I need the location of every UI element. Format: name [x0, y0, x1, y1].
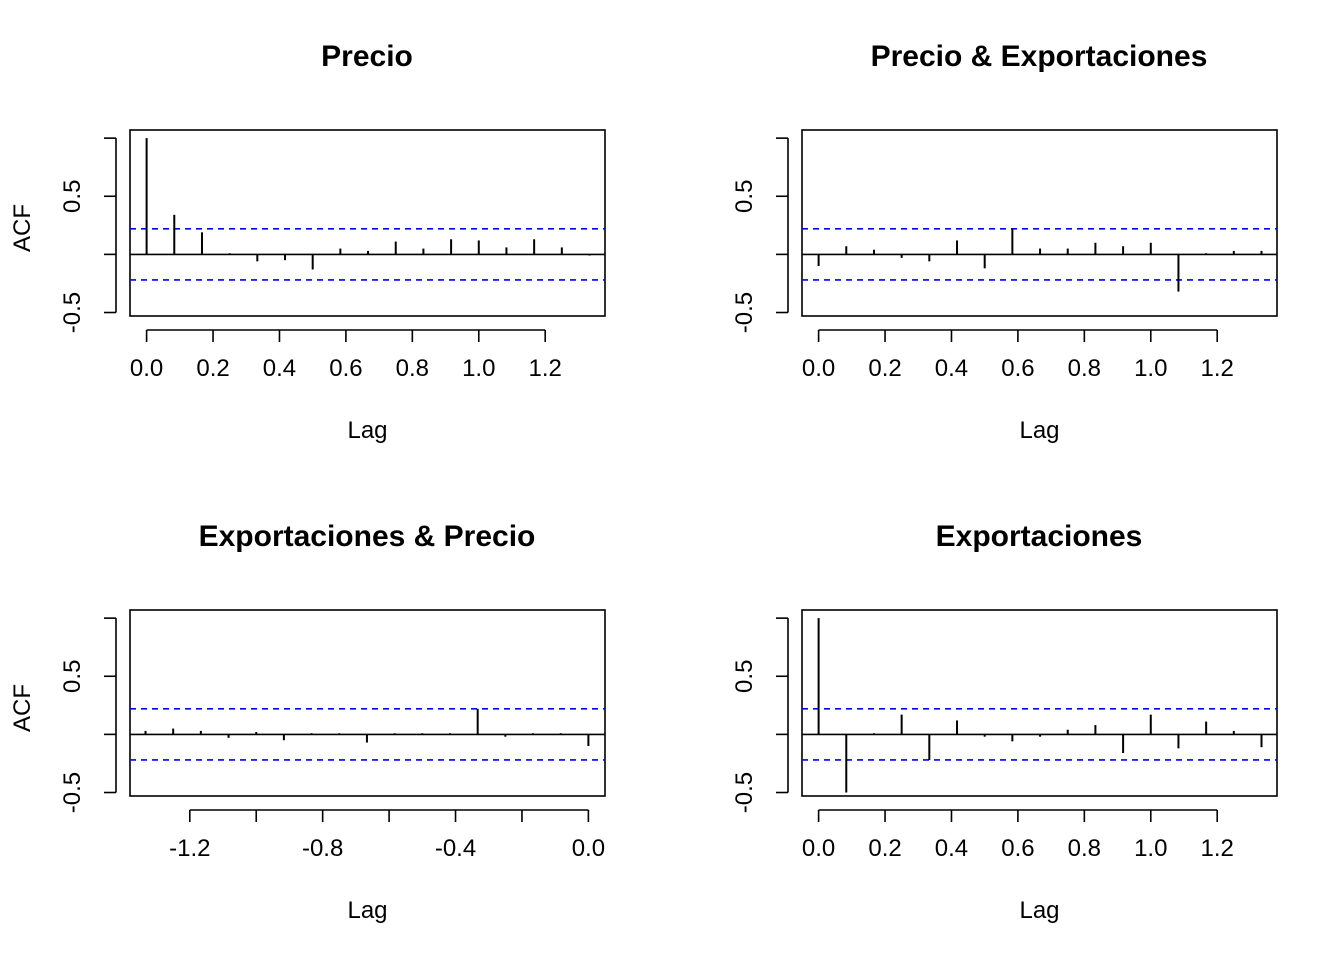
x-tick-label: 0.6 — [329, 355, 362, 382]
x-tick-label: 0.0 — [130, 355, 163, 382]
x-tick-label: 0.0 — [572, 835, 605, 862]
x-tick-label: 1.0 — [462, 355, 495, 382]
plot-frame — [129, 609, 606, 797]
x-tick-label: 0.4 — [935, 835, 968, 862]
x-axis-label: Lag — [1019, 417, 1059, 444]
x-tick-label: 0.2 — [868, 835, 901, 862]
panel-title: Exportaciones & Precio — [199, 520, 536, 553]
x-tick-label: 0.0 — [802, 835, 835, 862]
x-tick-label: 0.8 — [1068, 355, 1101, 382]
y-tick-label: -0.5 — [59, 292, 86, 333]
y-tick-label: 0.5 — [731, 660, 758, 693]
x-tick-label: 0.6 — [1001, 835, 1034, 862]
y-axis-label: ACF — [9, 684, 36, 732]
panel-title: Precio — [321, 40, 413, 73]
x-axis-label: Lag — [1019, 897, 1059, 924]
plot-frame — [801, 609, 1278, 797]
y-tick-label: 0.5 — [59, 180, 86, 213]
x-tick-label: 1.0 — [1134, 835, 1167, 862]
y-tick-label: 0.5 — [731, 180, 758, 213]
x-tick-label: 1.2 — [529, 355, 562, 382]
acf-panel-1: Precio -0.5 0.5 0.0 0.2 0.4 0.6 0.8 1.0 1.2 Lag ACF — [9, 40, 606, 444]
panel-title: Precio & Exportaciones — [871, 40, 1208, 73]
y-axis-label: ACF — [9, 204, 36, 252]
x-tick-label: 0.8 — [1068, 835, 1101, 862]
y-tick-label: 0.5 — [59, 660, 86, 693]
y-tick-label: -0.5 — [731, 292, 758, 333]
x-tick-label: 0.0 — [802, 355, 835, 382]
x-tick-label: 1.0 — [1134, 355, 1167, 382]
y-tick-label: -0.5 — [731, 772, 758, 813]
x-axis-label: Lag — [347, 897, 387, 924]
x-tick-label: 0.2 — [868, 355, 901, 382]
x-tick-label: 0.6 — [1001, 355, 1034, 382]
x-tick-label: 1.2 — [1201, 835, 1234, 862]
x-tick-label: 0.2 — [196, 355, 229, 382]
x-tick-label: 1.2 — [1201, 355, 1234, 382]
x-tick-label: 0.8 — [396, 355, 429, 382]
y-tick-label: -0.5 — [59, 772, 86, 813]
acf-panel-4: Exportaciones -0.5 0.5 0.0 0.2 0.4 0.6 0.8 1.0 1.… — [731, 520, 1278, 924]
x-tick-label: -0.8 — [302, 835, 343, 862]
x-tick-label: -0.4 — [435, 835, 476, 862]
x-tick-label: 0.4 — [935, 355, 968, 382]
panel-title: Exportaciones — [936, 520, 1143, 553]
plot-frame — [801, 129, 1278, 317]
x-axis-label: Lag — [347, 417, 387, 444]
plot-frame — [129, 129, 606, 317]
x-tick-label: -1.2 — [169, 835, 210, 862]
acf-panel-2: Precio & Exportaciones -0.5 0.5 0.0 0.2 0.4 0.… — [731, 40, 1278, 444]
acf-panel-3: Exportaciones & Precio -0.5 0.5 -1.2 -0.8 -0.… — [9, 520, 606, 924]
x-tick-label: 0.4 — [263, 355, 296, 382]
